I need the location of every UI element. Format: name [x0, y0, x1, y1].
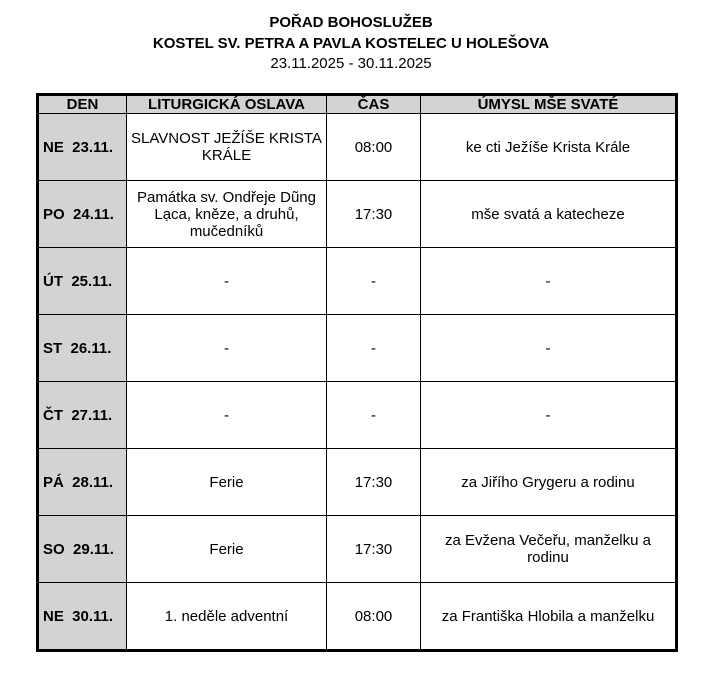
time-cell: 17:30 [326, 515, 421, 583]
table-row: NE 23.11. SLAVNOST JEŽÍŠE KRISTA KRÁLE 08:… [37, 113, 677, 181]
time-cell: 17:30 [326, 448, 421, 516]
table-row: PÁ 28.11. Ferie 17:30 za Jiřího Grygeru a r… [37, 448, 677, 516]
table-row: ČT 27.11. - - - [37, 381, 677, 449]
celebration-cell: - [126, 381, 327, 449]
intention-cell: mše svatá a katecheze [420, 180, 677, 248]
day-cell: ÚT 25.11. [37, 247, 127, 315]
day-cell: SO 29.11. [37, 515, 127, 583]
time-cell: - [326, 314, 421, 382]
time-cell: - [326, 381, 421, 449]
day-cell: PO 24.11. [37, 180, 127, 248]
column-header-celebration: LITURGICKÁ OSLAVA [126, 94, 327, 114]
table-row: PO 24.11. Památka sv. Ondřeje Dũng Lạca, … [37, 180, 677, 248]
time-cell: 17:30 [326, 180, 421, 248]
table-row: ST 26.11. - - - [37, 314, 677, 382]
day-cell: NE 23.11. [37, 113, 127, 181]
intention-cell: - [420, 247, 677, 315]
celebration-cell: 1. neděle adventní [126, 582, 327, 651]
table-row: ÚT 25.11. - - - [37, 247, 677, 315]
date-range: 23.11.2025 - 30.11.2025 [270, 55, 432, 72]
intention-cell: ke cti Ježíše Krista Krále [420, 113, 677, 181]
day-cell: ČT 27.11. [37, 381, 127, 449]
intention-cell: - [420, 381, 677, 449]
intention-cell: za Evžena Večeřu, manželku a rodinu [420, 515, 677, 583]
intention-cell: za Františka Hlobila a manželku [420, 582, 677, 651]
intention-cell: - [420, 314, 677, 382]
church-name: KOSTEL SV. PETRA A PAVLA KOSTELEC U HOLE… [152, 35, 550, 52]
day-cell: NE 30.11. [37, 582, 127, 651]
schedule-table: DEN LITURGICKÁ OSLAVA ČAS ÚMYSL MŠE SVAT… [36, 93, 678, 652]
day-cell: ST 26.11. [37, 314, 127, 382]
celebration-cell: Ferie [126, 448, 327, 516]
celebration-cell: SLAVNOST JEŽÍŠE KRISTA KRÁLE [126, 113, 327, 181]
table-row: SO 29.11. Ferie 17:30 za Evžena Večeřu, man… [37, 515, 677, 583]
day-cell: PÁ 28.11. [37, 448, 127, 516]
time-cell: 08:00 [326, 113, 421, 181]
column-header-intention: ÚMYSL MŠE SVATÉ [420, 94, 677, 114]
time-cell: - [326, 247, 421, 315]
celebration-cell: Památka sv. Ondřeje Dũng Lạca, kněze, a … [126, 180, 327, 248]
header-row: DEN LITURGICKÁ OSLAVA ČAS ÚMYSL MŠE SVAT… [37, 94, 677, 114]
celebration-cell: Ferie [126, 515, 327, 583]
celebration-cell: - [126, 314, 327, 382]
time-cell: 08:00 [326, 582, 421, 651]
table-row: NE 30.11. 1. neděle adventní 08:00 za Frant… [37, 582, 677, 651]
celebration-cell: - [126, 247, 327, 315]
page-title: POŘAD BOHOSLUŽEB [269, 14, 433, 31]
column-header-time: ČAS [326, 94, 421, 114]
intention-cell: za Jiřího Grygeru a rodinu [420, 448, 677, 516]
column-header-day: DEN [37, 94, 127, 114]
